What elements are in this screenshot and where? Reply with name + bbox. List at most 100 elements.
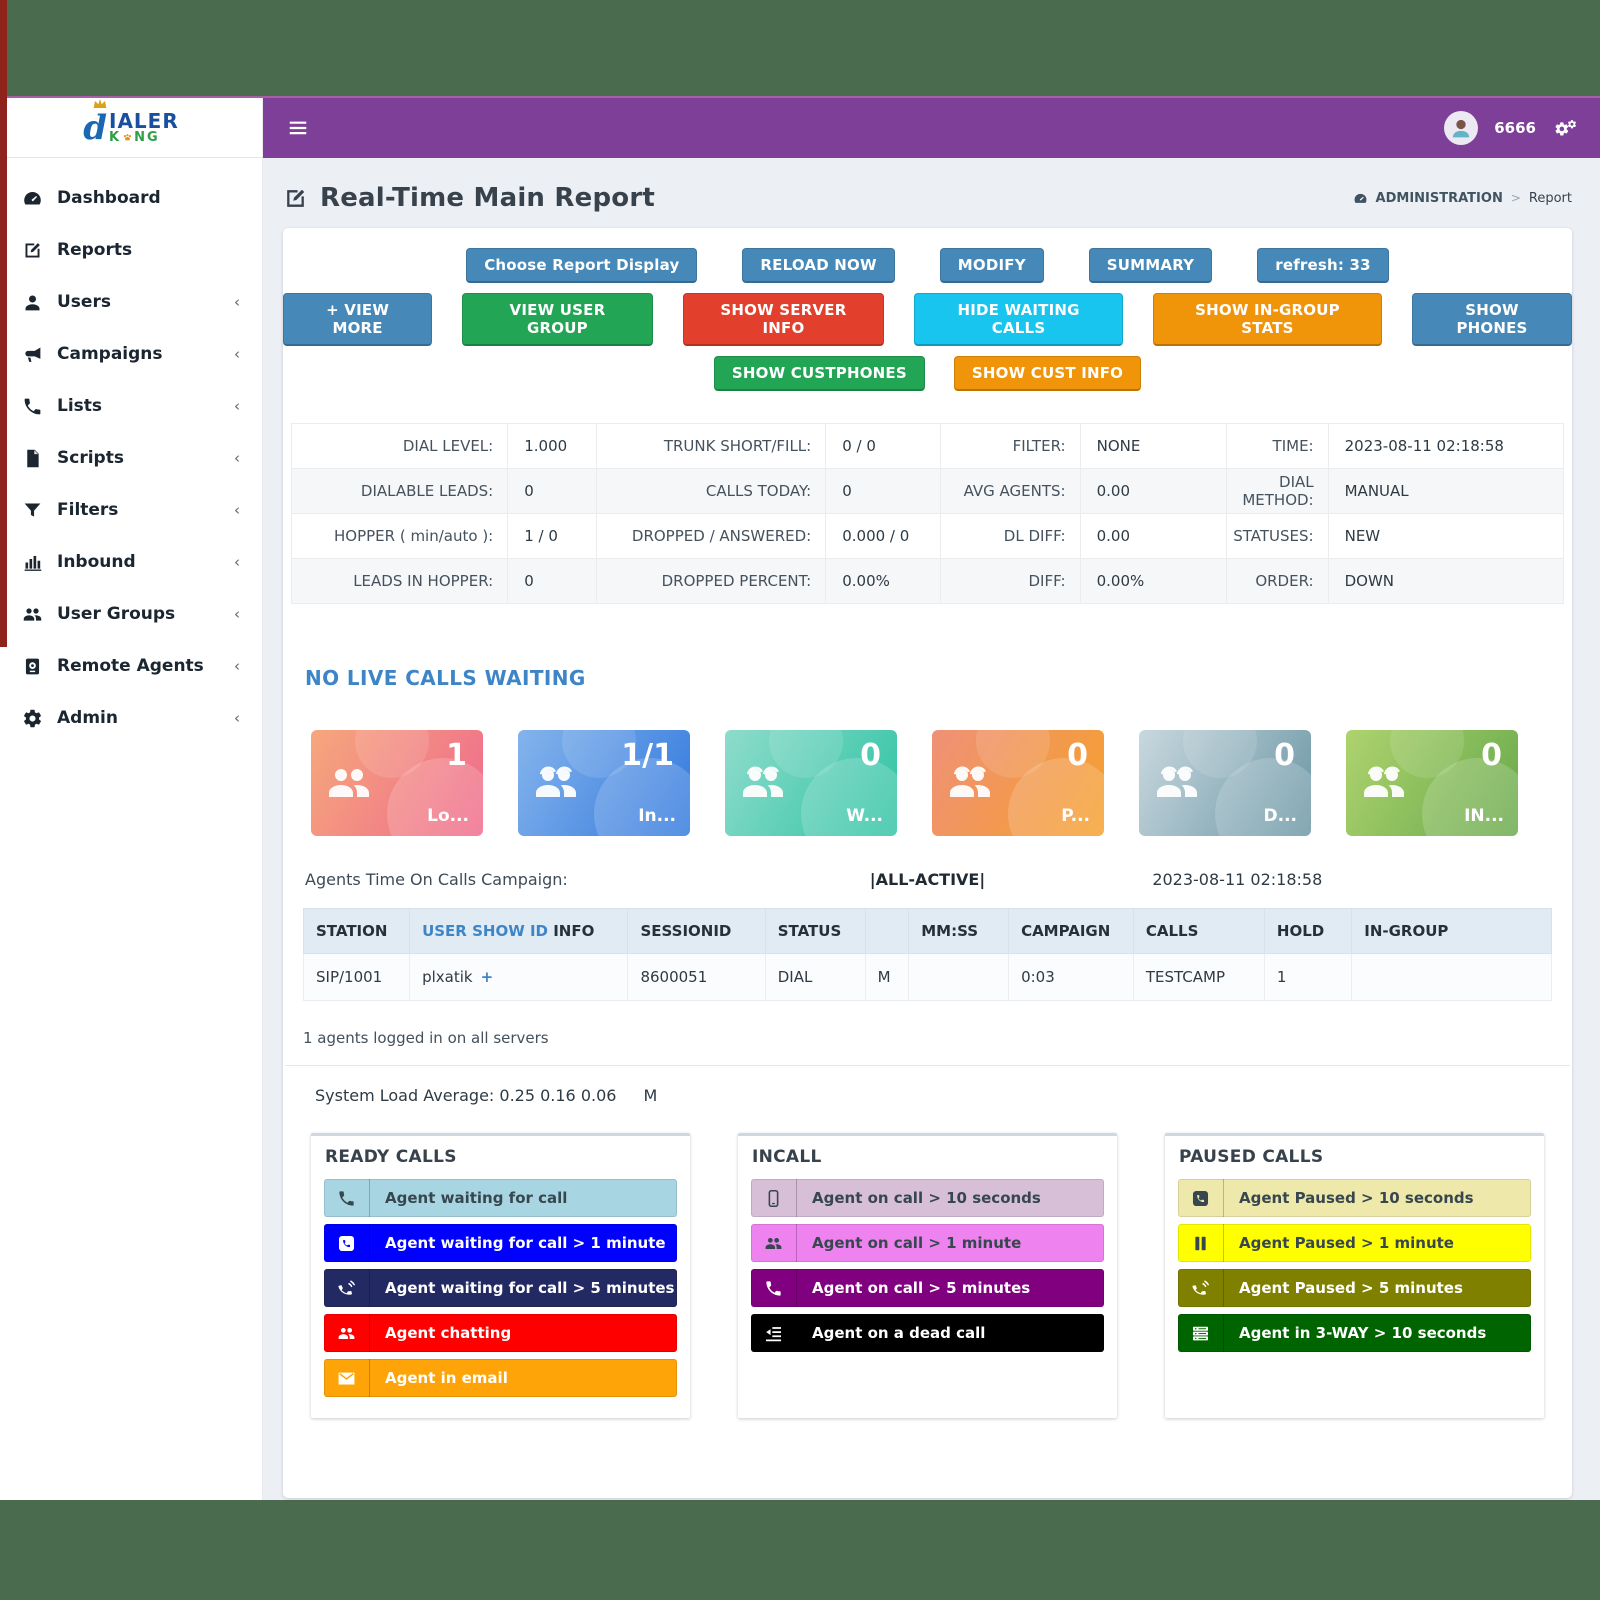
legend-label: Agent Paused > 10 seconds bbox=[1239, 1189, 1474, 1207]
cell-mmss bbox=[908, 953, 1010, 1001]
sidebar: d IALER K NG Dashboard Reports bbox=[0, 98, 263, 1500]
card-label: P... bbox=[1061, 806, 1090, 826]
expand-user-link[interactable]: + bbox=[480, 968, 494, 986]
sidebar-item-campaigns[interactable]: Campaigns ‹ bbox=[0, 328, 262, 380]
pen-square-icon bbox=[22, 240, 43, 261]
agents-table: STATION USER SHOW ID INFO SESSIONID STAT… bbox=[302, 908, 1552, 1001]
show-in-group-stats-button[interactable]: SHOW IN-GROUP STATS bbox=[1152, 293, 1383, 346]
legend-label: Agent Paused > 5 minutes bbox=[1239, 1279, 1463, 1297]
hide-waiting-calls-button[interactable]: HIDE WAITING CALLS bbox=[914, 293, 1123, 346]
show-phones-button[interactable]: SHOW PHONES bbox=[1412, 293, 1572, 346]
legend-item: Agent on call > 10 seconds bbox=[751, 1179, 1104, 1217]
stat-value: 0 bbox=[507, 468, 598, 514]
card-value: 0 bbox=[1481, 738, 1502, 773]
view-user-group-button[interactable]: VIEW USER GROUP bbox=[462, 293, 653, 346]
app-window: d IALER K NG Dashboard Reports bbox=[0, 96, 1600, 1500]
sidebar-item-remote-agents[interactable]: Remote Agents ‹ bbox=[0, 640, 262, 692]
sidebar-item-users[interactable]: Users ‹ bbox=[0, 276, 262, 328]
show-cust-info-button[interactable]: SHOW CUST INFO bbox=[953, 356, 1142, 391]
stats-row: DIAL LEVEL: 1.000 TRUNK SHORT/FILL: 0 / … bbox=[290, 423, 1565, 469]
panel-title: READY CALLS bbox=[325, 1147, 457, 1167]
show-server-info-button[interactable]: SHOW SERVER INFO bbox=[682, 293, 885, 346]
agents-heading-text: Agents Time On Calls Campaign: bbox=[305, 870, 568, 889]
cell-campaign: TESTCAMP bbox=[1132, 953, 1265, 1001]
sidebar-item-scripts[interactable]: Scripts ‹ bbox=[0, 432, 262, 484]
summary-button[interactable]: SUMMARY bbox=[1088, 248, 1213, 283]
sidebar-item-filters[interactable]: Filters ‹ bbox=[0, 484, 262, 536]
legend-item: Agent chatting bbox=[324, 1314, 677, 1352]
modify-button[interactable]: MODIFY bbox=[939, 248, 1044, 283]
users-icon bbox=[764, 1234, 783, 1253]
card-dead-agents: 0 D... bbox=[1139, 730, 1311, 836]
stat-label: HOPPER ( min/auto ): bbox=[290, 513, 509, 559]
sidebar-item-admin[interactable]: Admin ‹ bbox=[0, 692, 262, 744]
refresh-countdown-button[interactable]: refresh: 33 bbox=[1257, 248, 1389, 283]
breadcrumb: ADMINISTRATION > Report bbox=[1353, 191, 1572, 206]
sidebar-item-reports[interactable]: Reports bbox=[0, 224, 262, 276]
legend-item: Agent on call > 1 minute bbox=[751, 1224, 1104, 1262]
stats-row: LEADS IN HOPPER: 0 DROPPED PERCENT: 0.00… bbox=[290, 558, 1565, 604]
sidebar-item-lists[interactable]: Lists ‹ bbox=[0, 380, 262, 432]
card-waiting-agents: 0 W... bbox=[725, 730, 897, 836]
stat-value: 0 / 0 bbox=[825, 423, 941, 469]
stat-label: DIFF: bbox=[939, 558, 1081, 604]
sidebar-item-user-groups[interactable]: User Groups ‹ bbox=[0, 588, 262, 640]
breadcrumb-section[interactable]: ADMINISTRATION bbox=[1375, 190, 1503, 206]
cell-time: 0:03 bbox=[1008, 953, 1134, 1001]
choose-report-display-button[interactable]: Choose Report Display bbox=[466, 248, 698, 283]
user-avatar[interactable] bbox=[1444, 111, 1479, 145]
ready-calls-panel: READY CALLS Agent waiting for call Agent… bbox=[311, 1133, 690, 1418]
show-custphones-button[interactable]: SHOW CUSTPHONES bbox=[713, 356, 925, 391]
page-title: Real-Time Main Report bbox=[320, 183, 655, 213]
bullhorn-icon bbox=[22, 344, 43, 365]
sidebar-item-inbound[interactable]: Inbound ‹ bbox=[0, 536, 262, 588]
col-campaign-link[interactable]: CAMPAIGN bbox=[1008, 908, 1134, 954]
edit-title-icon bbox=[283, 186, 308, 211]
sidebar-item-label: Scripts bbox=[57, 448, 124, 468]
users-icon bbox=[337, 1324, 356, 1343]
sidebar-item-dashboard[interactable]: Dashboard bbox=[0, 172, 262, 224]
stat-value: 0.00% bbox=[1079, 558, 1227, 604]
chevron-left-icon: ‹ bbox=[234, 449, 240, 467]
card-label: IN... bbox=[1464, 806, 1504, 826]
topbar: 6666 bbox=[263, 98, 1600, 158]
stat-label: DIAL METHOD: bbox=[1225, 468, 1329, 514]
phone-square-icon bbox=[337, 1234, 356, 1253]
legend-label: Agent waiting for call > 1 minute bbox=[385, 1234, 666, 1252]
user-id[interactable]: 6666 bbox=[1494, 119, 1536, 137]
stats-row: HOPPER ( min/auto ): 1 / 0 DROPPED / ANS… bbox=[290, 513, 1565, 559]
content: Real-Time Main Report ADMINISTRATION > R… bbox=[263, 158, 1600, 1498]
chevron-left-icon: ‹ bbox=[234, 605, 240, 623]
breadcrumb-current[interactable]: Report bbox=[1528, 190, 1572, 206]
dialerking-logo[interactable]: d IALER K NG bbox=[83, 111, 179, 145]
chevron-left-icon: ‹ bbox=[234, 397, 240, 415]
phone-square-icon bbox=[1191, 1189, 1210, 1208]
card-value: 0 bbox=[1274, 738, 1295, 773]
logo-letter: d bbox=[83, 107, 108, 148]
crown-icon bbox=[89, 97, 111, 113]
stat-value: 1.000 bbox=[507, 423, 598, 469]
settings-cogs-icon[interactable] bbox=[1552, 116, 1576, 140]
no-live-calls-banner: NO LIVE CALLS WAITING bbox=[305, 666, 586, 690]
hamburger-menu-icon[interactable] bbox=[287, 117, 309, 139]
legend-item: Agent Paused > 10 seconds bbox=[1178, 1179, 1531, 1217]
col-user-show-id-info: USER SHOW ID INFO bbox=[409, 908, 629, 954]
col-mmss-link[interactable]: MM:SS bbox=[908, 908, 1010, 954]
phone-icon bbox=[22, 396, 43, 417]
chevron-left-icon: ‹ bbox=[234, 657, 240, 675]
view-more-button[interactable]: + VIEW MORE bbox=[283, 293, 433, 346]
card-paused-agents: 0 P... bbox=[932, 730, 1104, 836]
stats-row: DIALABLE LEADS: 0 CALLS TODAY: 0 AVG AGE… bbox=[290, 468, 1565, 514]
phone-volume-icon bbox=[1191, 1279, 1210, 1298]
phone-volume-icon bbox=[337, 1279, 356, 1298]
paused-calls-panel: PAUSED CALLS Agent Paused > 10 seconds A… bbox=[1165, 1133, 1544, 1418]
agents-filter-state: |ALL-ACTIVE| bbox=[869, 870, 986, 889]
stat-label: ORDER: bbox=[1225, 558, 1329, 604]
legend-label: Agent chatting bbox=[385, 1324, 512, 1342]
col-in-group: IN-GROUP bbox=[1351, 908, 1552, 954]
col-hold: HOLD bbox=[1263, 908, 1353, 954]
dial-stats-table: DIAL LEVEL: 1.000 TRUNK SHORT/FILL: 0 / … bbox=[290, 423, 1565, 604]
stat-label: LEADS IN HOPPER: bbox=[290, 558, 509, 604]
user-show-id-link[interactable]: USER SHOW ID bbox=[422, 922, 548, 940]
reload-now-button[interactable]: RELOAD NOW bbox=[742, 248, 895, 283]
